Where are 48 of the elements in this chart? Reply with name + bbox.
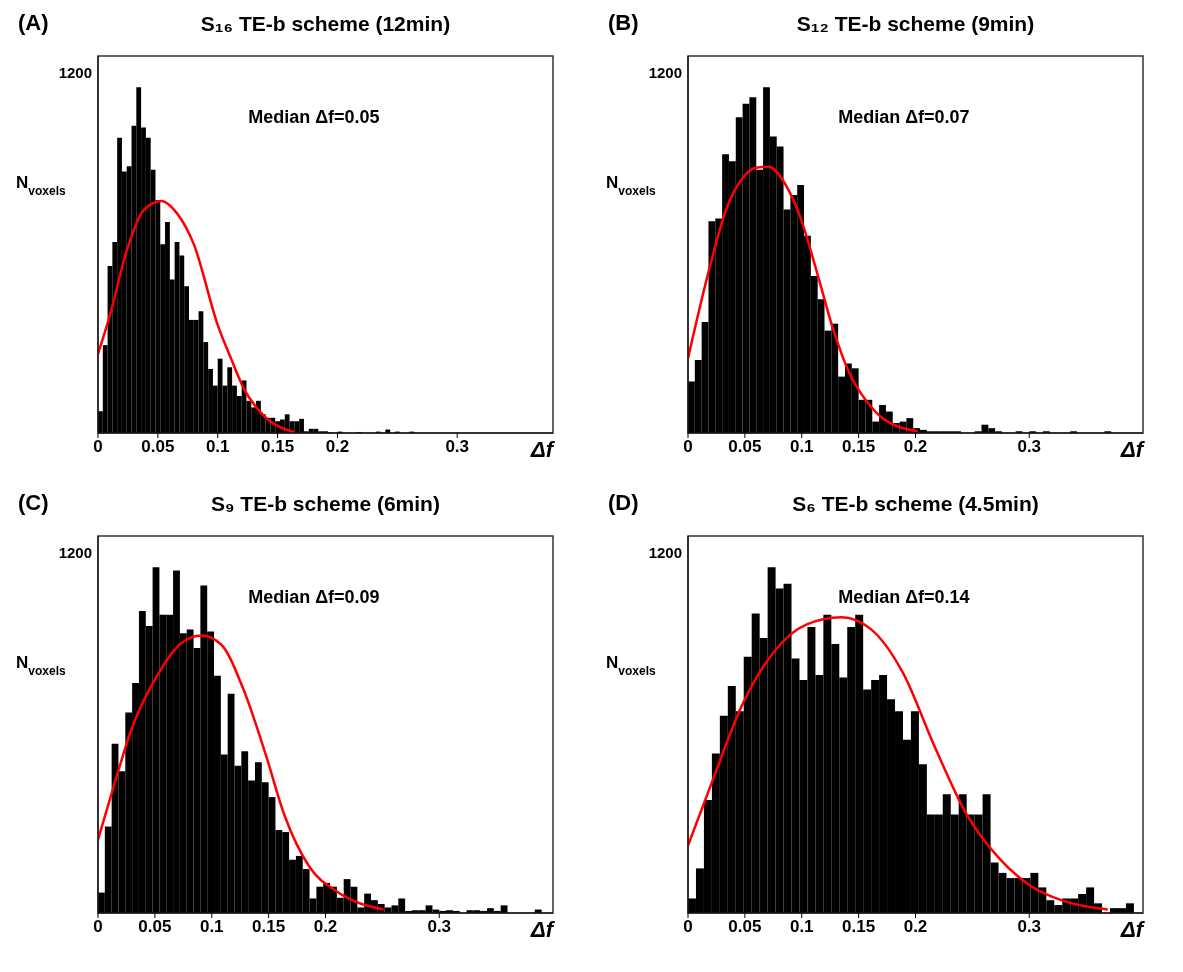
x-tick-label: 0.1 — [789, 917, 814, 937]
text: 1200 — [648, 544, 682, 561]
chart-title: S₆ TE-b scheme (4.5min) — [791, 492, 1040, 516]
x-tick-label: 0.1 — [789, 437, 814, 457]
x-tick-label: 0.15 — [252, 917, 286, 937]
chart-title: S₉ TE-b scheme (6min) — [210, 492, 441, 516]
x-tick-label: 0 — [683, 437, 693, 457]
x-tick-label: 0.3 — [1017, 437, 1042, 457]
x-tick-label: 0 — [683, 917, 693, 937]
x-axis-title: Δf — [530, 437, 556, 462]
y-axis-title: N$_{voxels}$ — [16, 172, 66, 198]
y-axis-title: N$_{voxels}$ — [16, 652, 66, 678]
chart-title: S₁₂ TE-b scheme (9min) — [795, 12, 1036, 36]
x-tick-label: 0.15 — [842, 917, 876, 937]
annotation: Median Δf=0.07 — [838, 107, 970, 128]
y-axis-title: N$_{voxels}$ — [606, 172, 656, 198]
x-tick-label: 0.05 — [728, 917, 762, 937]
text: (C) — [18, 490, 49, 516]
text: (B) — [608, 10, 639, 36]
annotation: Median Δf=0.05 — [248, 107, 380, 128]
x-tick-label: 0.2 — [325, 437, 350, 457]
annotation: Median Δf=0.14 — [838, 587, 970, 608]
x-tick-label: 0.05 — [728, 437, 762, 457]
x-tick-label: 0 — [93, 437, 103, 457]
chart-title: S₁₆ TE-b scheme (12min) — [199, 12, 452, 36]
y-axis-title: N$_{voxels}$ — [606, 652, 656, 678]
x-tick-label: 0.3 — [427, 917, 452, 937]
x-tick-label: 0.2 — [903, 917, 928, 937]
x-tick-label: 0.15 — [842, 437, 876, 457]
x-tick-label: 0.3 — [1017, 917, 1042, 937]
x-tick-label: 0.2 — [313, 917, 338, 937]
x-tick-label: 0 — [93, 917, 103, 937]
text: (D) — [608, 490, 639, 516]
annotation: Median Δf=0.09 — [248, 587, 380, 608]
x-tick-label: 0.1 — [205, 437, 230, 457]
text: 1200 — [648, 64, 682, 81]
text: (A) — [18, 10, 49, 36]
x-tick-label: 0.2 — [903, 437, 928, 457]
x-tick-label: 0.15 — [261, 437, 295, 457]
x-tick-label: 0.05 — [138, 917, 172, 937]
x-axis-title: Δf — [530, 917, 556, 942]
x-axis-title: Δf — [1120, 437, 1146, 462]
text: 1200 — [58, 64, 92, 81]
text: 1200 — [58, 544, 92, 561]
x-tick-label: 0.3 — [445, 437, 470, 457]
x-tick-label: 0.1 — [199, 917, 224, 937]
x-axis-title: Δf — [1120, 917, 1146, 942]
x-tick-label: 0.05 — [141, 437, 175, 457]
